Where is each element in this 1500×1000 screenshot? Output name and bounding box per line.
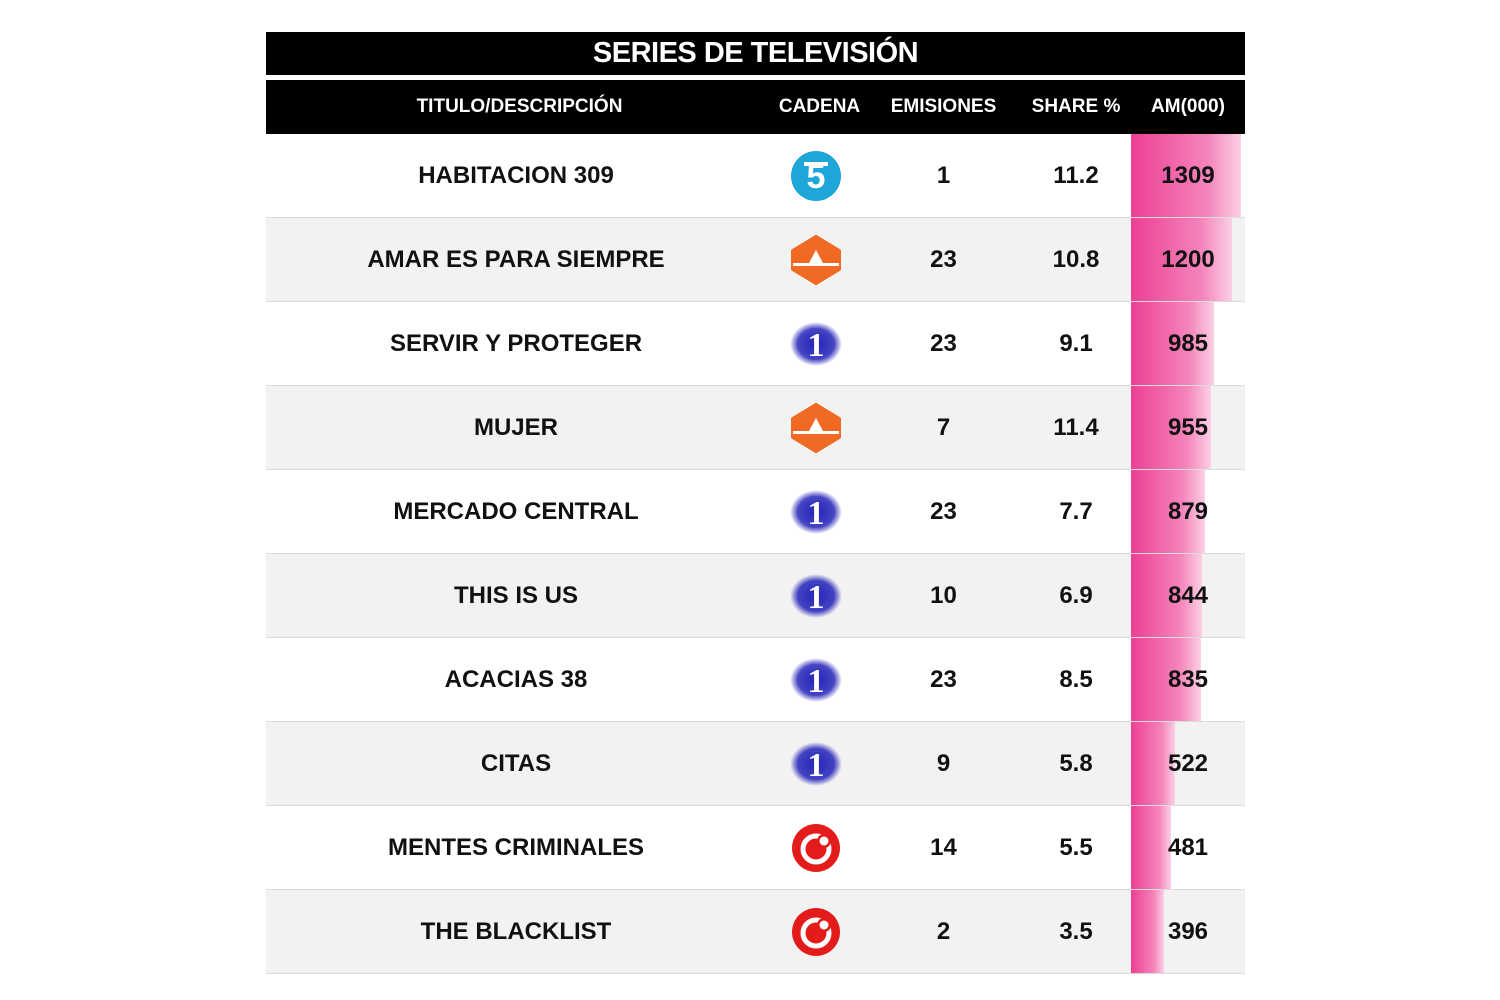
- am-value: 522: [1167, 749, 1209, 777]
- share-value: 11.2: [1053, 161, 1099, 189]
- share-value: 8.5: [1059, 665, 1093, 693]
- am-value: 955: [1167, 413, 1209, 441]
- emissions-value: 9: [936, 749, 951, 777]
- am-value: 985: [1167, 329, 1209, 357]
- am-cell: 985: [1131, 302, 1245, 385]
- emissions-value: 23: [930, 245, 957, 273]
- am-data-bar: [1131, 134, 1241, 217]
- am-value: 481: [1167, 833, 1209, 861]
- share-value: 6.9: [1059, 581, 1093, 609]
- am-data-bar: [1131, 218, 1232, 301]
- am-data-bar: [1131, 722, 1175, 805]
- share-value: 10.8: [1052, 245, 1100, 273]
- emissions-value: 10: [930, 581, 957, 609]
- svg-text:1: 1: [808, 495, 825, 532]
- am-value: 396: [1167, 917, 1209, 945]
- svg-text:1: 1: [808, 663, 825, 700]
- am-data-bar: [1131, 554, 1202, 637]
- cuatro-icon: [766, 906, 866, 958]
- la1-icon: 1: [766, 570, 866, 622]
- am-data-bar: [1131, 638, 1202, 721]
- am-value: 844: [1167, 581, 1209, 609]
- la1-icon: 1: [766, 738, 866, 790]
- header-emissions: EMISIONES: [890, 96, 997, 117]
- emissions-value: 2: [936, 917, 951, 945]
- table-row: HABITACION 309 5 1 11.2 1309: [266, 134, 1245, 218]
- la1-icon: 1: [766, 486, 866, 538]
- am-cell: 522: [1131, 722, 1245, 805]
- share-value: 7.7: [1059, 497, 1093, 525]
- emissions-value: 7: [936, 413, 951, 441]
- am-value: 879: [1167, 497, 1209, 525]
- series-title: MUJER: [473, 413, 558, 441]
- am-cell: 835: [1131, 638, 1245, 721]
- telecinco-icon: 5: [766, 150, 866, 202]
- svg-text:1: 1: [808, 579, 825, 616]
- series-title: MENTES CRIMINALES: [387, 833, 644, 861]
- emissions-value: 14: [930, 833, 957, 861]
- series-title: SERVIR Y PROTEGER: [389, 329, 643, 357]
- emissions-value: 1: [936, 161, 951, 189]
- series-title: AMAR ES PARA SIEMPRE: [367, 245, 665, 273]
- am-cell: 955: [1131, 386, 1245, 469]
- la1-icon: 1: [766, 654, 866, 706]
- header-am: AM(000): [1151, 96, 1225, 117]
- table-title: SERIES DE TELEVISIÓN: [266, 32, 1245, 75]
- table-row: ACACIAS 38 1 23 8.5 835: [266, 638, 1245, 722]
- svg-text:1: 1: [808, 747, 825, 784]
- am-cell: 879: [1131, 470, 1245, 553]
- tv-series-table: SERIES DE TELEVISIÓN TITULO/DESCRIPCIÓN …: [266, 32, 1245, 974]
- antena3-icon: [766, 402, 866, 454]
- emissions-value: 23: [930, 329, 957, 357]
- table-row: THE BLACKLIST 2 3.5 396: [266, 890, 1245, 974]
- series-title: THE BLACKLIST: [420, 917, 612, 945]
- am-cell: 481: [1131, 806, 1245, 889]
- table-body: HABITACION 309 5 1 11.2 1309 AMAR ES PARA SIE…: [266, 134, 1245, 974]
- series-title: ACACIAS 38: [444, 665, 588, 693]
- series-title: MERCADO CENTRAL: [393, 497, 639, 525]
- am-cell: 1309: [1131, 134, 1245, 217]
- table-row: MERCADO CENTRAL 1 23 7.7 879: [266, 470, 1245, 554]
- series-title: CITAS: [480, 749, 552, 777]
- table-row: SERVIR Y PROTEGER 1 23 9.1 985: [266, 302, 1245, 386]
- svg-text:5: 5: [807, 158, 826, 196]
- header-share: SHARE %: [1031, 96, 1121, 117]
- header-title: TITULO/DESCRIPCIÓN: [416, 96, 623, 117]
- share-value: 11.4: [1053, 413, 1099, 441]
- share-value: 9.1: [1059, 329, 1093, 357]
- am-cell: 1200: [1131, 218, 1245, 301]
- table-header: TITULO/DESCRIPCIÓN CADENA EMISIONES SHAR…: [266, 80, 1245, 134]
- am-value: 835: [1167, 665, 1209, 693]
- share-value: 5.8: [1059, 749, 1093, 777]
- table-row: CITAS 1 9 5.8 522: [266, 722, 1245, 806]
- cuatro-icon: [766, 822, 866, 874]
- am-cell: 396: [1131, 890, 1245, 973]
- header-channel: CADENA: [778, 96, 861, 117]
- am-data-bar: [1131, 302, 1214, 385]
- am-data-bar: [1131, 386, 1212, 469]
- am-data-bar: [1131, 470, 1205, 553]
- series-title: HABITACION 309: [418, 161, 614, 189]
- antena3-icon: [766, 234, 866, 286]
- am-cell: 844: [1131, 554, 1245, 637]
- table-row: AMAR ES PARA SIEMPRE 23 10.8 1200: [266, 218, 1245, 302]
- table-row: MENTES CRIMINALES 14 5.5 481: [266, 806, 1245, 890]
- share-value: 3.5: [1059, 917, 1093, 945]
- table-row: THIS IS US 1 10 6.9 844: [266, 554, 1245, 638]
- share-value: 5.5: [1059, 833, 1093, 861]
- am-value: 1200: [1161, 245, 1215, 273]
- emissions-value: 23: [930, 497, 957, 525]
- emissions-value: 23: [930, 665, 957, 693]
- table-row: MUJER 7 11.4 955: [266, 386, 1245, 470]
- am-data-bar: [1131, 806, 1172, 889]
- series-title: THIS IS US: [453, 581, 579, 609]
- la1-icon: 1: [766, 318, 866, 370]
- am-value: 1309: [1161, 161, 1215, 189]
- svg-text:1: 1: [808, 327, 825, 364]
- am-data-bar: [1131, 890, 1165, 973]
